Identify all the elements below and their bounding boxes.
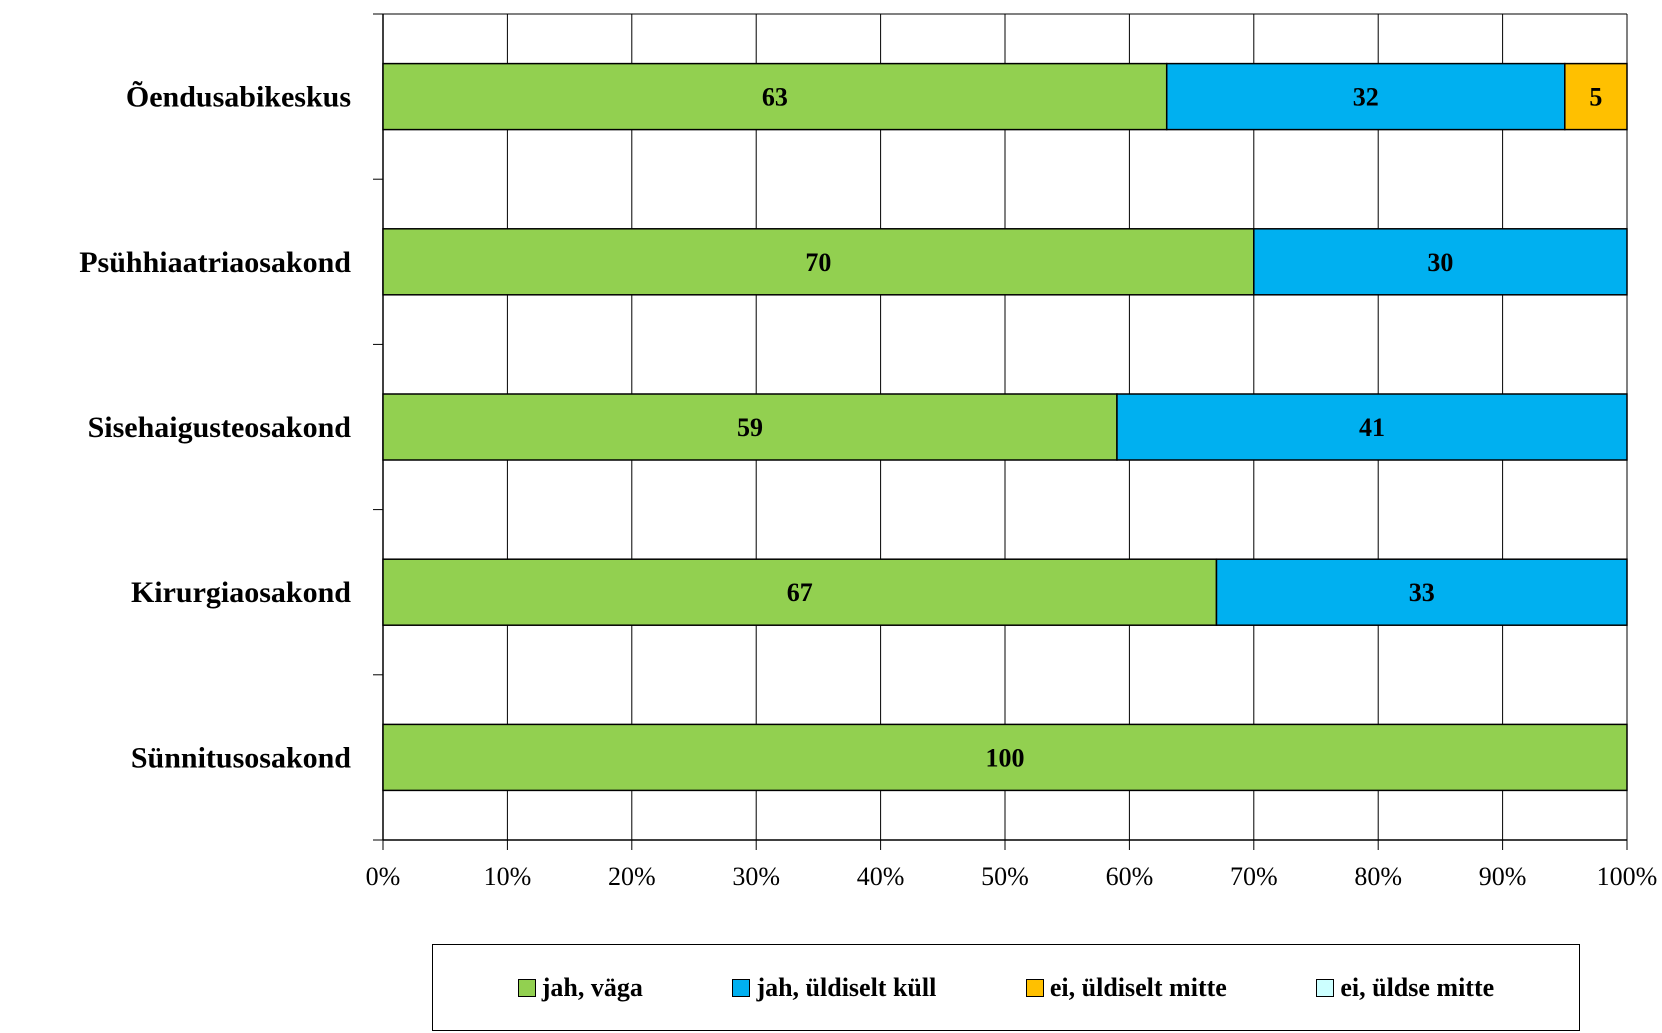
x-tick-label: 0% — [366, 862, 401, 891]
x-tick-label: 70% — [1230, 862, 1278, 891]
bar-segment — [382, 393, 1118, 461]
category-label: Sisehaigusteosakond — [88, 411, 352, 444]
data-label: 30 — [1427, 248, 1453, 277]
legend-item: ei, üldiselt mitte — [1025, 972, 1227, 1003]
data-label: 100 — [986, 743, 1025, 772]
data-label: 33 — [1409, 578, 1435, 607]
legend-item: jah, üldiselt küll — [732, 973, 936, 1003]
x-tick-label: 10% — [484, 862, 532, 891]
legend-item: ei, üldse mitte — [1316, 973, 1494, 1003]
x-tick-label: 30% — [732, 862, 780, 891]
legend-label: jah, väga — [541, 972, 643, 1002]
legend-swatch — [732, 978, 751, 997]
bar-segment — [382, 558, 1218, 626]
bar-segment — [1253, 228, 1628, 296]
bar-segment — [1215, 558, 1628, 626]
category-label: Psühhiaatriaosakond — [79, 246, 351, 279]
legend-label: ei, üldse mitte — [1340, 972, 1495, 1002]
x-tick-label: 40% — [857, 862, 905, 891]
legend-label: ei, üldiselt mitte — [1049, 972, 1227, 1002]
legend-swatch — [1025, 978, 1044, 997]
x-tick-label: 20% — [608, 862, 656, 891]
legend-label: jah, üldiselt küll — [756, 972, 937, 1002]
x-tick-label: 80% — [1354, 862, 1402, 891]
data-label: 41 — [1359, 413, 1385, 442]
bar-segment — [1116, 393, 1628, 461]
x-tick-label: 100% — [1597, 862, 1658, 891]
data-label: 59 — [737, 413, 763, 442]
legend-swatch — [1316, 978, 1335, 997]
legend: jah, väga jah, üldiselt küll ei, üldiselt … — [432, 944, 1580, 1031]
category-label: Õendusabikeskus — [126, 81, 351, 114]
legend-item: jah, väga — [517, 972, 643, 1003]
category-label: Kirurgiaosakond — [131, 576, 351, 609]
data-label: 32 — [1353, 83, 1379, 112]
legend-swatch — [517, 978, 536, 997]
data-label: 67 — [787, 578, 813, 607]
category-label: Sünnitusosakond — [131, 741, 351, 774]
bar-segment — [1564, 62, 1628, 131]
data-label: 63 — [762, 83, 788, 112]
x-tick-label: 50% — [981, 862, 1029, 891]
bar-segment — [382, 723, 1628, 792]
data-label: 70 — [805, 248, 831, 277]
data-label: 5 — [1589, 83, 1602, 112]
stacked-bar-chart: 0% 10% 20% 30% 40% 50% 60% 70% 80% 90% 100% 63 32 5 Õe… — [79, 13, 1658, 891]
x-tick-label: 90% — [1479, 862, 1527, 891]
bar-segment — [382, 228, 1255, 296]
x-tick-label: 60% — [1106, 862, 1154, 891]
